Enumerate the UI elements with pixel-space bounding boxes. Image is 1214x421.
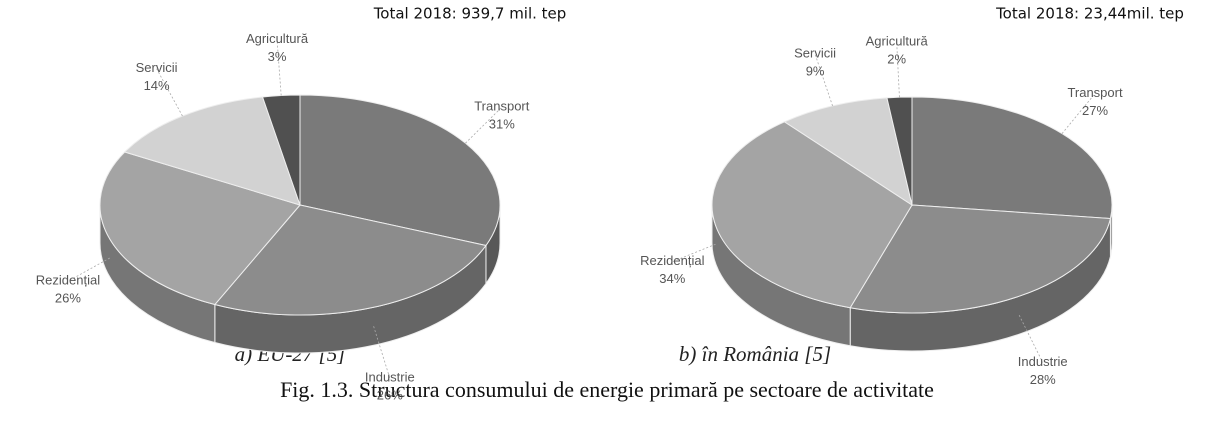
slice-label: Rezidențial	[36, 273, 100, 288]
slice-value-label: 14%	[144, 78, 170, 93]
slice-value-label: 31%	[489, 117, 515, 132]
slice	[261, 94, 301, 206]
slice-label: Transport	[1067, 85, 1123, 100]
chart-title: Total 2018: 939,7 mil. tep	[373, 5, 567, 23]
leader-line	[896, 41, 900, 98]
slice-value-label: 34%	[659, 271, 685, 286]
slice-label: Industrie	[1018, 354, 1068, 369]
slice-value-label: 9%	[806, 64, 825, 79]
slice-label: Agricultură	[866, 33, 929, 48]
slice-value-label: 26%	[55, 291, 81, 306]
slice-label: Servicii	[794, 46, 836, 61]
slice-value-label: 2%	[887, 51, 906, 66]
leader-line	[814, 54, 833, 107]
slice-label: Servicii	[136, 60, 178, 75]
chart-caption: b) în România [5]	[679, 342, 831, 366]
leader-line	[1061, 93, 1096, 134]
slice-value-label: 3%	[268, 49, 287, 64]
leader-line	[276, 39, 282, 96]
leader-line	[1018, 315, 1044, 363]
slice	[711, 121, 913, 309]
leader-line	[373, 326, 391, 379]
slice	[123, 96, 301, 206]
slice-label: Agricultură	[246, 31, 309, 46]
chart-title: Total 2018: 23,44mil. tep	[995, 5, 1184, 23]
leader-line	[156, 68, 183, 117]
slice	[911, 96, 1113, 220]
slice	[849, 204, 1112, 314]
slice-label: Transport	[474, 99, 530, 114]
slice-value-label: 28%	[1030, 372, 1056, 387]
slice	[299, 94, 501, 247]
slice	[783, 97, 913, 207]
slice-value-label: 27%	[1082, 103, 1108, 118]
figure-caption: Fig. 1.3. Structura consumului de energi…	[280, 377, 934, 402]
slice	[213, 204, 487, 316]
slice-value-label: 26%	[377, 388, 403, 403]
slice-label: Industrie	[365, 370, 415, 385]
slice-label: Rezidențial	[640, 253, 704, 268]
leader-line	[465, 106, 503, 144]
